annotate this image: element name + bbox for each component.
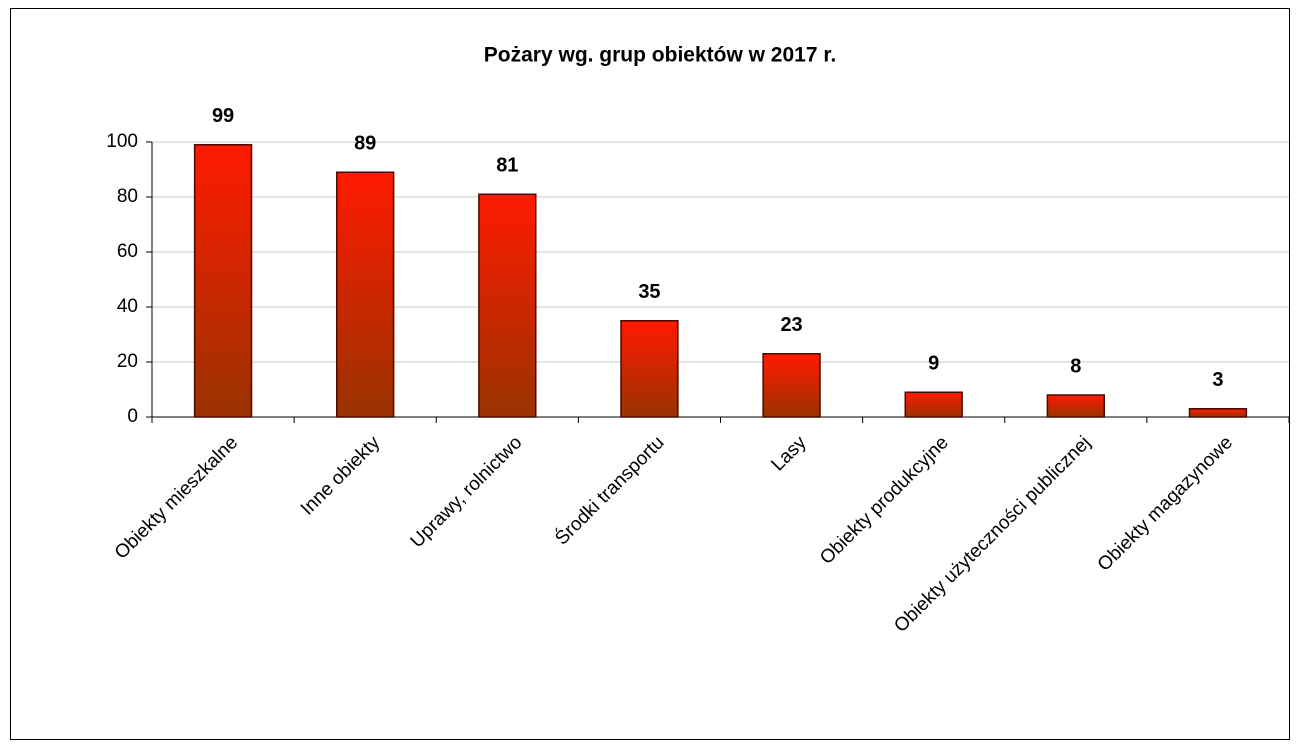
data-label: 8 (1070, 355, 1081, 377)
bar (762, 353, 821, 418)
y-tick-label: 60 (117, 241, 138, 262)
chart-title: Pożary wg. grup obiektów w 2017 r. (484, 44, 836, 67)
y-tick-label: 40 (117, 296, 138, 317)
bar (193, 144, 253, 418)
data-label: 89 (354, 133, 376, 155)
y-tick-label: 100 (106, 131, 138, 152)
bar (904, 391, 963, 418)
y-tick-label: 0 (127, 406, 138, 427)
bar (1188, 408, 1248, 418)
data-label: 35 (638, 281, 660, 303)
data-label: 3 (1212, 369, 1223, 391)
bar (478, 193, 537, 418)
bar (620, 320, 679, 418)
bar (1046, 394, 1105, 418)
bar (336, 171, 395, 418)
data-label: 23 (780, 314, 802, 336)
y-tick-label: 80 (117, 186, 138, 207)
data-label: 99 (212, 105, 234, 127)
data-label: 9 (928, 353, 939, 375)
y-tick-label: 20 (117, 351, 138, 372)
data-label: 81 (496, 155, 518, 177)
